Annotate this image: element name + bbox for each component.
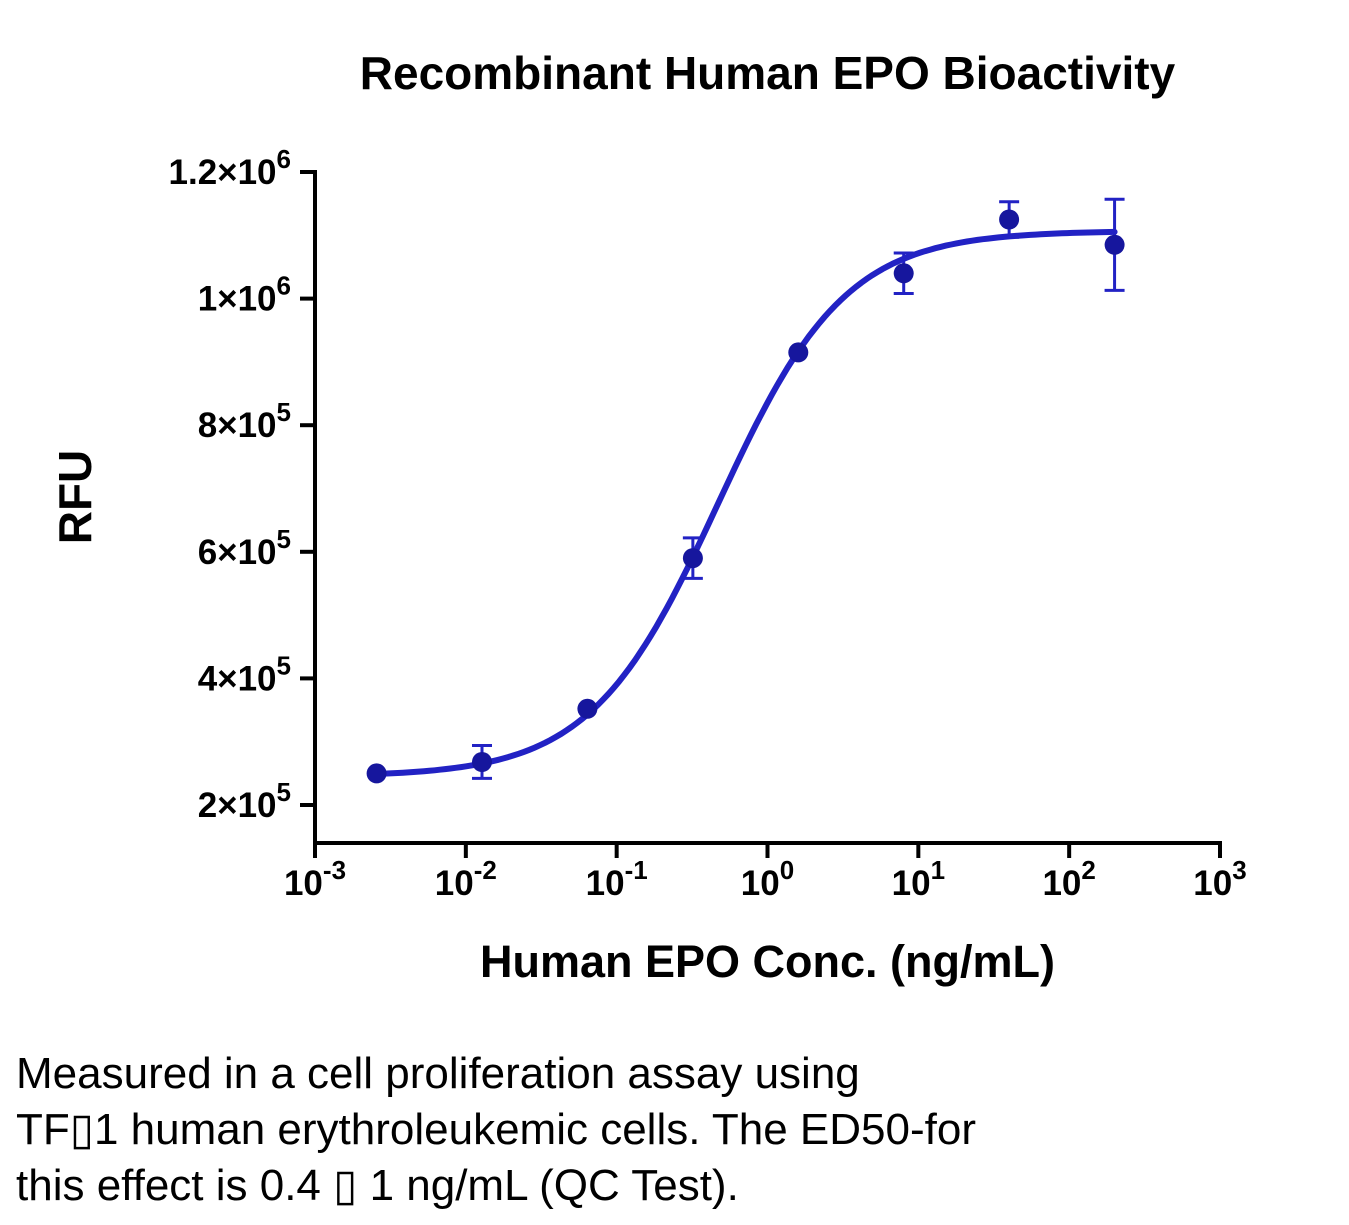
data-point: [682, 548, 703, 569]
data-point: [472, 752, 492, 772]
axes: [313, 170, 1222, 845]
data-point: [1104, 234, 1125, 255]
x-tick-label: 10-3: [284, 855, 346, 903]
data-point: [366, 763, 387, 784]
caption-line-1: Measured in a cell proliferation assay u…: [16, 1049, 860, 1098]
caption-line-3: this effect is 0.4 ▯ 1 ng/mL (QC Test).: [16, 1161, 739, 1210]
y-tick-label: 1.2×106: [169, 144, 292, 192]
chart-title: Recombinant Human EPO Bioactivity: [359, 47, 1176, 99]
x-tick-label: 100: [741, 855, 794, 903]
fit-curve: [373, 228, 1118, 777]
y-tick-label: 2×105: [198, 777, 291, 825]
data-point: [577, 698, 598, 719]
x-tick-label: 10-1: [586, 855, 648, 903]
y-tick-label: 8×105: [198, 397, 291, 445]
data-point: [999, 209, 1020, 230]
y-tick-label: 6×105: [198, 524, 291, 572]
y-tick-label: 4×105: [198, 650, 291, 698]
dose-response-plot: 2×105 4×105 6×105 8×105 1×106 1.2×106 10-3 10-2…: [169, 144, 1247, 903]
figure-caption: Measured in a cell proliferation assay u…: [16, 1046, 1326, 1214]
data-point: [893, 263, 914, 284]
x-axis-label: Human EPO Conc. (ng/mL): [479, 936, 1055, 987]
x-tick-label: 103: [1193, 855, 1246, 903]
caption-line-2: TF▯1 human erythroleukemic cells. The ED…: [16, 1105, 976, 1154]
x-tick-label: 101: [892, 855, 945, 903]
y-tick-label: 1×106: [198, 271, 291, 319]
data-point: [788, 342, 809, 363]
x-tick-label: 102: [1042, 855, 1095, 903]
x-tick-label: 10-2: [435, 855, 497, 903]
